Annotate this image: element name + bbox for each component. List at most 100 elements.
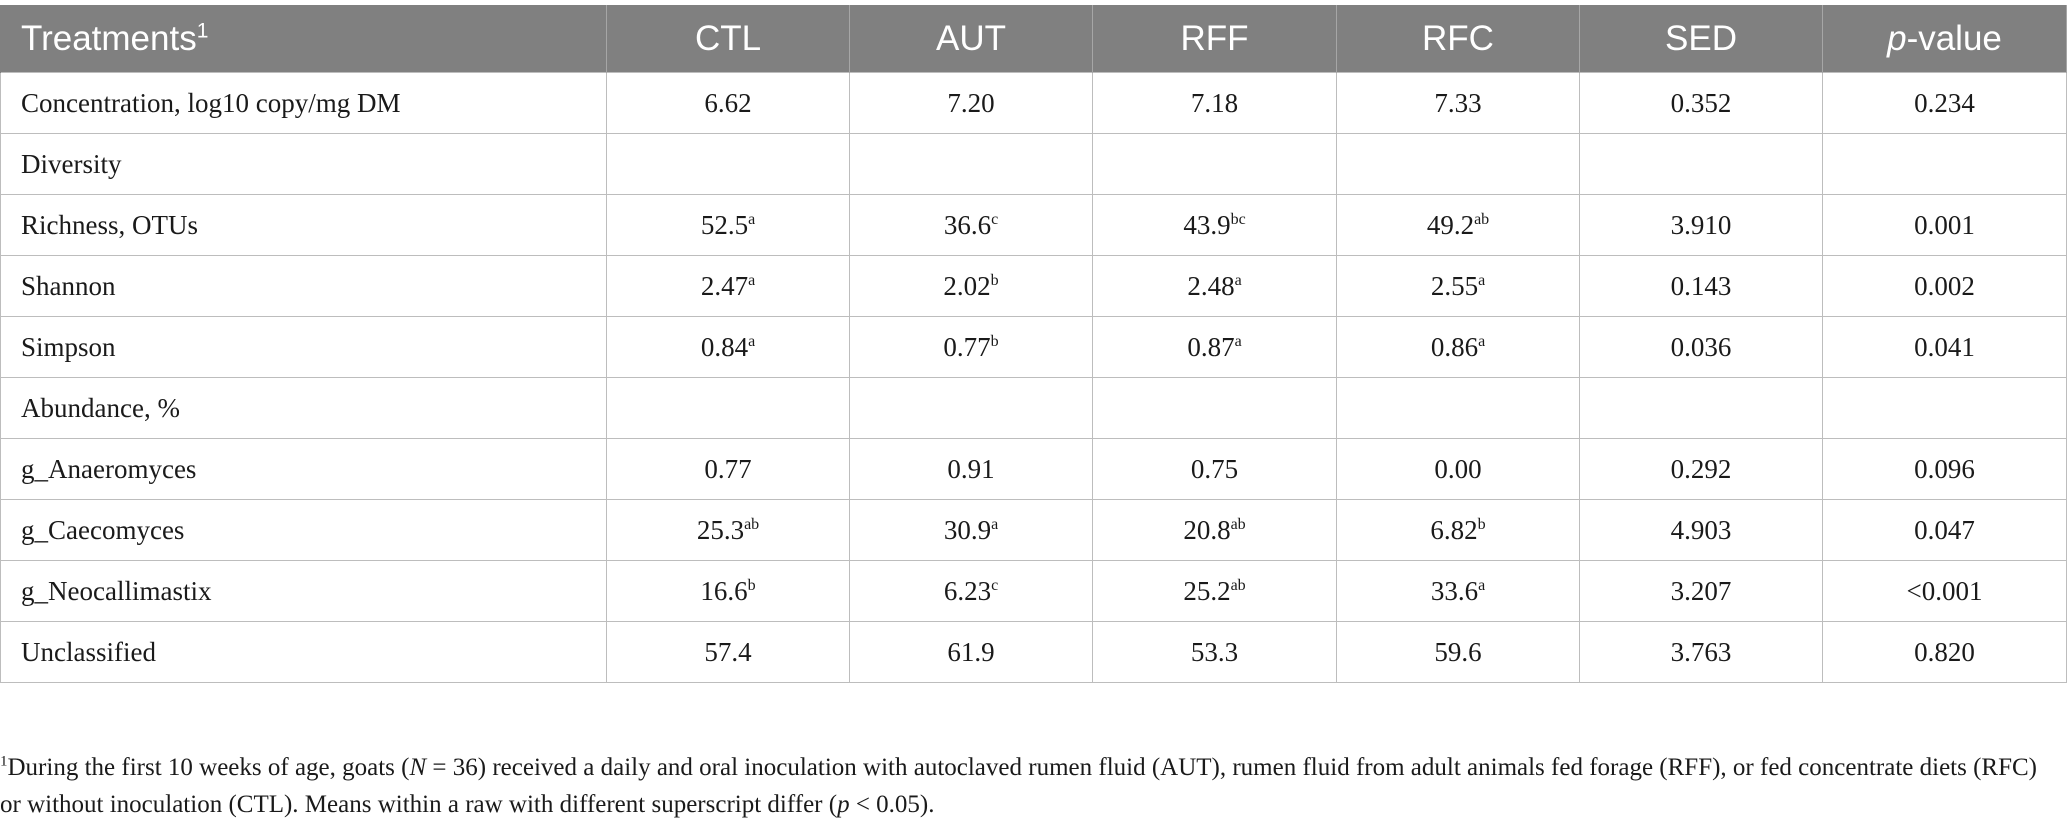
table-cell: 43.9bc: [1092, 194, 1337, 256]
footnote-marker: 1: [0, 753, 8, 770]
table-cell: 0.352: [1579, 72, 1823, 134]
row-label-cell: g_Caecomyces: [0, 499, 607, 561]
table-cell: 0.001: [1822, 194, 2067, 256]
table-cell: [1092, 133, 1337, 195]
table-row: Abundance, %: [0, 377, 2067, 439]
table-cell: 0.002: [1822, 255, 2067, 317]
table-cell: 30.9a: [849, 499, 1093, 561]
table-cell: 36.6c: [849, 194, 1093, 256]
table-cell: 0.75: [1092, 438, 1337, 500]
table-cell: <0.001: [1822, 560, 2067, 622]
table-cell: 6.23c: [849, 560, 1093, 622]
superscript-letter: b: [1477, 515, 1486, 533]
header-aut: AUT: [849, 5, 1093, 73]
table-footnote: 1During the first 10 weeks of age, goats…: [0, 753, 2037, 818]
header-rfc: RFC: [1336, 5, 1580, 73]
superscript-letter: b: [990, 271, 999, 289]
table-cell: 6.62: [606, 72, 850, 134]
table-cell: 0.77: [606, 438, 850, 500]
superscript-letter: b: [990, 332, 999, 350]
table-cell: 0.096: [1822, 438, 2067, 500]
table-cell: [1822, 377, 2067, 439]
table-row: g_Anaeromyces 0.77 0.91 0.75 0.00 0.292 0.096: [0, 438, 2067, 500]
table-row: g_Caecomyces 25.3ab 30.9a 20.8ab 6.82b 4.903 0…: [0, 499, 2067, 561]
table-cell: 0.91: [849, 438, 1093, 500]
row-label-cell: Abundance, %: [0, 377, 607, 439]
row-label-cell: g_Neocallimastix: [0, 560, 607, 622]
table-cell: [1336, 377, 1580, 439]
table-cell: 0.87a: [1092, 316, 1337, 378]
table-cell: [1579, 133, 1823, 195]
header-p-value: p-value: [1822, 5, 2067, 73]
table-cell: 7.33: [1336, 72, 1580, 134]
table-cell: 25.3ab: [606, 499, 850, 561]
table-row: Concentration, log10 copy/mg DM 6.62 7.20 7…: [0, 72, 2067, 134]
table-row: Unclassified 57.4 61.9 53.3 59.6 3.763 0.820: [0, 621, 2067, 683]
table-cell: [606, 377, 850, 439]
table-row: g_Neocallimastix 16.6b 6.23c 25.2ab 33.6a 3.2…: [0, 560, 2067, 622]
table-body: Concentration, log10 copy/mg DM 6.62 7.20 7…: [0, 72, 2067, 683]
table-cell: 0.143: [1579, 255, 1823, 317]
row-label-cell: Richness, OTUs: [0, 194, 607, 256]
table-cell: 2.47a: [606, 255, 850, 317]
superscript-letter: ab: [1230, 576, 1246, 594]
table-cell: [606, 133, 850, 195]
table-cell: 57.4: [606, 621, 850, 683]
results-table-container: Treatments1 CTL AUT RFF RFC SED p-value …: [0, 5, 2067, 683]
superscript-letter: a: [1478, 271, 1486, 289]
table-cell: 53.3: [1092, 621, 1337, 683]
table-cell: 2.48a: [1092, 255, 1337, 317]
row-label-cell: Unclassified: [0, 621, 607, 683]
superscript-letter: b: [747, 576, 756, 594]
table-cell: 61.9: [849, 621, 1093, 683]
table-cell: [1822, 133, 2067, 195]
table-cell: 7.20: [849, 72, 1093, 134]
table-cell: [849, 133, 1093, 195]
superscript-letter: a: [991, 515, 999, 533]
superscript-letter: bc: [1230, 210, 1246, 228]
table-cell: 2.02b: [849, 255, 1093, 317]
table-cell: 3.763: [1579, 621, 1823, 683]
table-row: Richness, OTUs 52.5a 36.6c 43.9bc 49.2ab 3.91…: [0, 194, 2067, 256]
table-cell: 49.2ab: [1336, 194, 1580, 256]
header-treatments: Treatments1: [0, 5, 607, 73]
table-cell: 4.903: [1579, 499, 1823, 561]
table-cell: 0.036: [1579, 316, 1823, 378]
table-row: Simpson 0.84a 0.77b 0.87a 0.86a 0.036 0.041: [0, 316, 2067, 378]
superscript-letter: a: [748, 332, 756, 350]
table-cell: [1579, 377, 1823, 439]
superscript-letter: ab: [1230, 515, 1246, 533]
table-cell: 0.00: [1336, 438, 1580, 500]
table-cell: 20.8ab: [1092, 499, 1337, 561]
table-cell: 16.6b: [606, 560, 850, 622]
table-cell: 59.6: [1336, 621, 1580, 683]
table-cell: 33.6a: [1336, 560, 1580, 622]
superscript-letter: a: [1234, 332, 1242, 350]
superscript-letter: a: [1234, 271, 1242, 289]
table-cell: 3.910: [1579, 194, 1823, 256]
table-cell: 0.84a: [606, 316, 850, 378]
superscript-letter: a: [748, 271, 756, 289]
table-cell: 0.234: [1822, 72, 2067, 134]
table-cell: 0.041: [1822, 316, 2067, 378]
row-label-cell: Concentration, log10 copy/mg DM: [0, 72, 607, 134]
superscript-letter: ab: [744, 515, 760, 533]
header-row: Treatments1 CTL AUT RFF RFC SED p-value: [0, 5, 2067, 73]
row-label-cell: Shannon: [0, 255, 607, 317]
table-row: Shannon 2.47a 2.02b 2.48a 2.55a 0.143 0.002: [0, 255, 2067, 317]
table-row: Diversity: [0, 133, 2067, 195]
superscript-letter: a: [1478, 332, 1486, 350]
table-cell: 0.86a: [1336, 316, 1580, 378]
superscript-letter: a: [1478, 576, 1486, 594]
table-cell: 6.82b: [1336, 499, 1580, 561]
superscript-letter: c: [991, 210, 999, 228]
header-sed: SED: [1579, 5, 1823, 73]
table-cell: [1336, 133, 1580, 195]
row-label-cell: g_Anaeromyces: [0, 438, 607, 500]
table-cell: 25.2ab: [1092, 560, 1337, 622]
table-cell: 2.55a: [1336, 255, 1580, 317]
superscript-letter: a: [748, 210, 756, 228]
table-cell: 3.207: [1579, 560, 1823, 622]
table-cell: 0.292: [1579, 438, 1823, 500]
header-ctl: CTL: [606, 5, 850, 73]
